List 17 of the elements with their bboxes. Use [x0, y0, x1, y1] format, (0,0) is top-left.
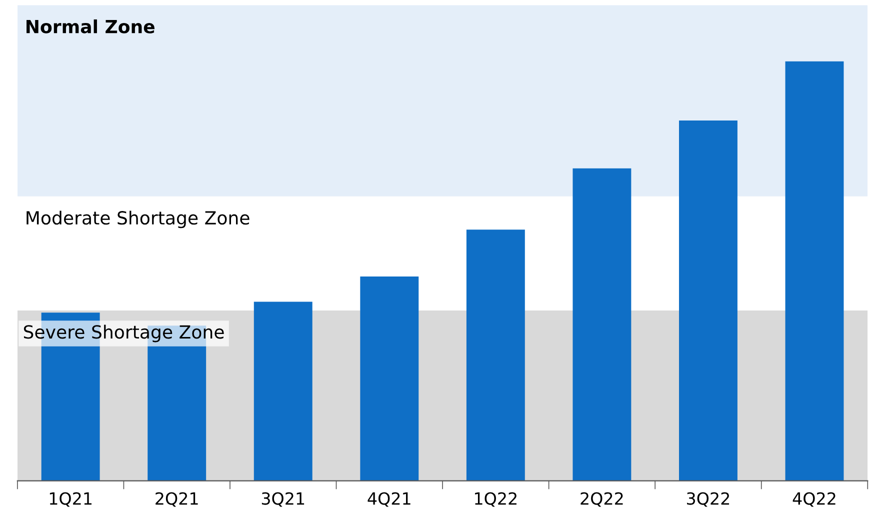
bar [679, 120, 738, 481]
x-tick-label: 2Q22 [580, 492, 623, 507]
x-tick-label: 4Q22 [792, 492, 836, 507]
x-tick-label: 1Q21 [50, 492, 92, 507]
bar [572, 168, 632, 481]
bar [785, 61, 844, 481]
annotation: Moderate Shortage Zone [26, 210, 250, 228]
bar [466, 230, 525, 481]
band-label: Severe Shortage Zone [24, 324, 224, 342]
x-tick-label: 2Q21 [156, 492, 198, 507]
x-tick-label: 1Q22 [475, 492, 516, 507]
x-tick-label: 3Q22 [687, 492, 730, 507]
band-label: Normal Zone [26, 19, 154, 34]
bar [360, 276, 419, 481]
bar [254, 302, 312, 481]
x-tick-label: 4Q21 [368, 492, 410, 507]
x-tick-label: 3Q21 [262, 492, 304, 507]
